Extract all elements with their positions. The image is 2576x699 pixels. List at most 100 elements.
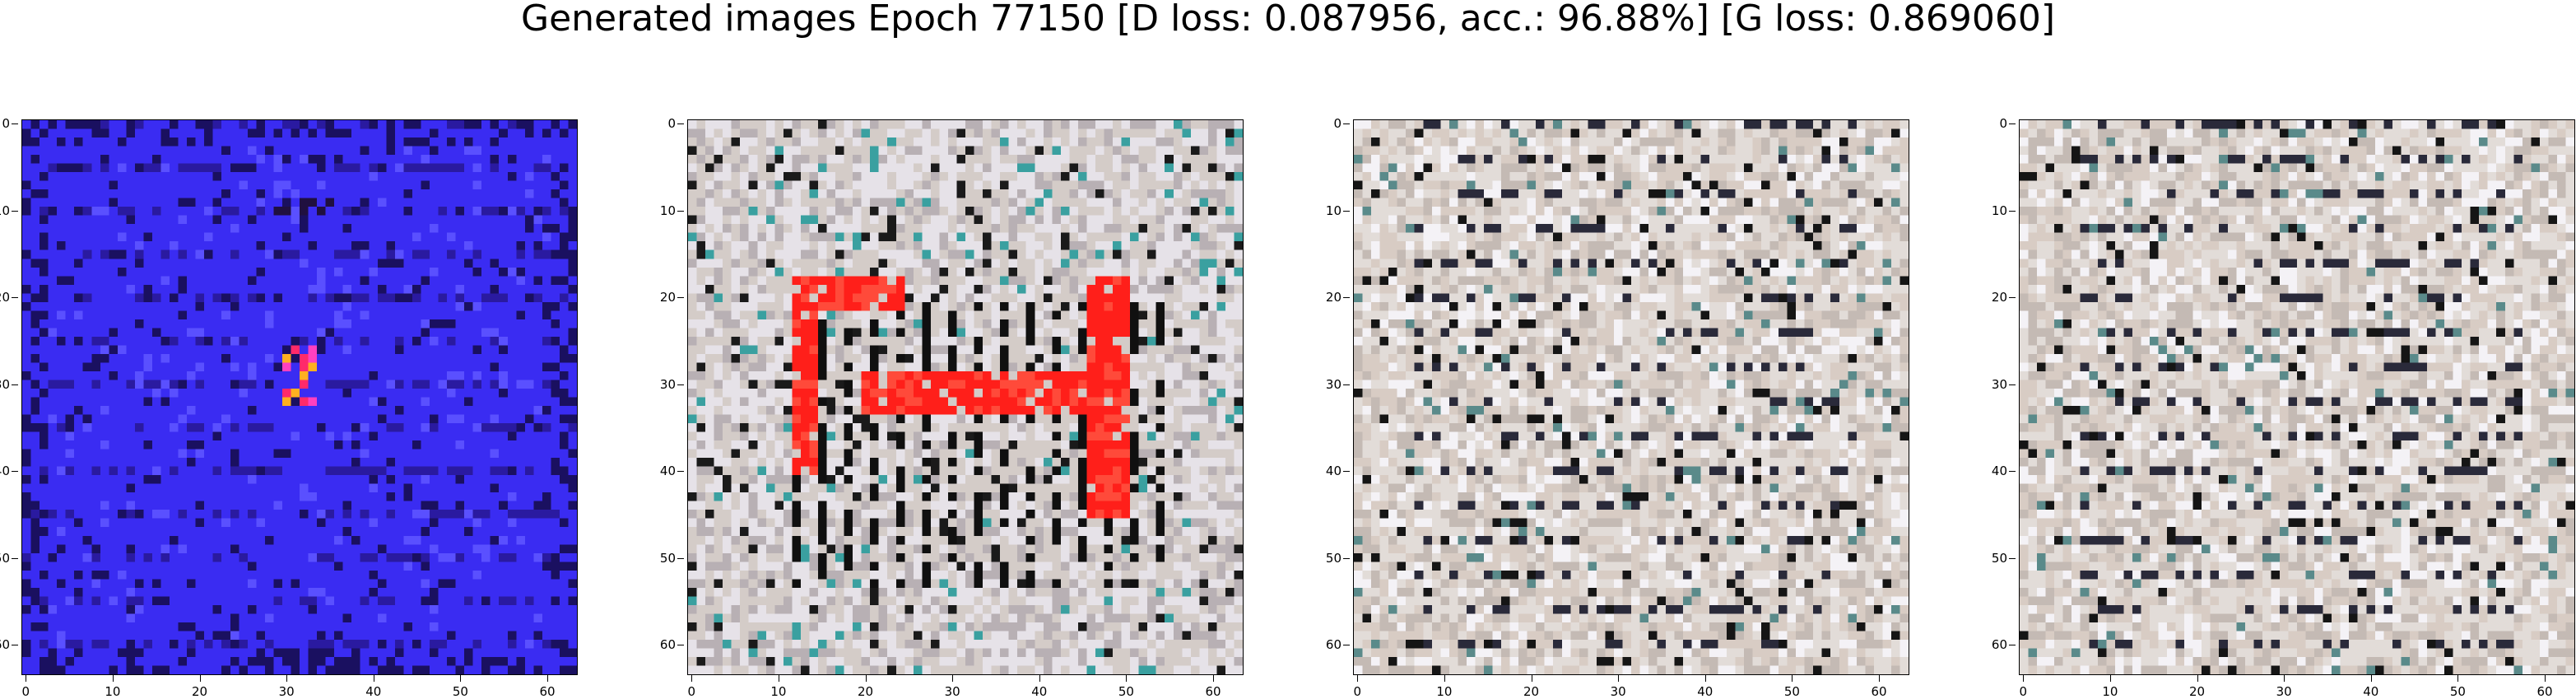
pixel-image: [2020, 120, 2574, 674]
x-tick-label: 10: [96, 686, 129, 698]
y-tick: [677, 211, 684, 212]
x-tick-label: 10: [2094, 686, 2127, 698]
y-tick-label: 20: [660, 291, 676, 304]
y-tick-label: 60: [1992, 639, 2007, 651]
x-tick: [2110, 675, 2111, 682]
x-tick: [691, 675, 692, 682]
y-tick: [12, 211, 18, 212]
x-tick-label: 40: [1023, 686, 1056, 698]
x-tick: [113, 675, 114, 682]
y-tick: [12, 558, 18, 559]
x-tick-label: 50: [1775, 686, 1808, 698]
x-tick-label: 20: [849, 686, 882, 698]
image-canvas: [2019, 119, 2575, 675]
y-tick: [677, 297, 684, 298]
y-tick: [2009, 297, 2016, 298]
y-tick-label: 30: [0, 379, 10, 391]
y-tick-label: 50: [0, 552, 10, 565]
y-tick-label: 40: [1326, 465, 1341, 478]
y-tick-label: 0: [1999, 118, 2007, 130]
x-tick-label: 60: [1862, 686, 1895, 698]
y-tick-label: 50: [1992, 552, 2007, 565]
pixel-image: [1354, 120, 1909, 674]
x-tick-label: 30: [270, 686, 303, 698]
x-tick: [2371, 675, 2372, 682]
y-tick-label: 40: [660, 465, 676, 478]
image-canvas: [21, 119, 578, 675]
x-tick: [2197, 675, 2198, 682]
x-tick-label: 60: [2528, 686, 2561, 698]
x-tick: [286, 675, 287, 682]
y-tick: [2009, 123, 2016, 124]
y-tick: [1343, 297, 1350, 298]
x-tick-label: 50: [2441, 686, 2474, 698]
y-tick-label: 30: [1326, 379, 1341, 391]
y-tick: [2009, 558, 2016, 559]
y-tick-label: 10: [1992, 205, 2007, 217]
y-tick: [1343, 123, 1350, 124]
x-tick: [460, 675, 461, 682]
image-canvas: [687, 119, 1244, 675]
y-tick: [2009, 384, 2016, 385]
y-tick-label: 10: [1326, 205, 1341, 217]
x-tick: [1792, 675, 1793, 682]
x-tick-label: 10: [762, 686, 795, 698]
y-tick-label: 60: [1326, 639, 1341, 651]
x-tick-label: 30: [936, 686, 969, 698]
y-tick: [2009, 211, 2016, 212]
y-tick-label: 20: [0, 291, 10, 304]
y-tick-label: 60: [0, 639, 10, 651]
x-tick-label: 40: [357, 686, 390, 698]
x-tick: [1357, 675, 1358, 682]
y-tick-label: 10: [0, 205, 10, 217]
x-tick: [2023, 675, 2024, 682]
x-tick: [1705, 675, 1706, 682]
x-tick-label: 60: [1197, 686, 1230, 698]
y-tick-label: 0: [2, 118, 10, 130]
y-tick-label: 50: [1326, 552, 1341, 565]
x-tick-label: 0: [1341, 686, 1374, 698]
x-tick-label: 40: [2355, 686, 2388, 698]
x-tick-label: 0: [675, 686, 708, 698]
y-tick-label: 50: [660, 552, 676, 565]
x-tick-label: 0: [2006, 686, 2039, 698]
y-tick: [12, 471, 18, 472]
x-tick-label: 20: [2181, 686, 2214, 698]
y-tick: [12, 384, 18, 385]
x-tick: [2284, 675, 2285, 682]
x-tick-label: 30: [1602, 686, 1634, 698]
pixel-image: [688, 120, 1243, 674]
y-tick: [677, 123, 684, 124]
y-tick: [677, 471, 684, 472]
x-tick-label: 10: [1428, 686, 1461, 698]
y-tick: [1343, 211, 1350, 212]
x-tick: [200, 675, 201, 682]
x-tick-label: 50: [1109, 686, 1142, 698]
pixel-image: [22, 120, 577, 674]
x-tick: [547, 675, 548, 682]
y-tick: [677, 558, 684, 559]
x-tick-label: 30: [2267, 686, 2300, 698]
x-tick: [2545, 675, 2546, 682]
y-tick-label: 40: [0, 465, 10, 478]
x-tick: [1444, 675, 1445, 682]
x-tick-label: 60: [531, 686, 564, 698]
x-tick: [866, 675, 867, 682]
y-tick-label: 20: [1992, 291, 2007, 304]
y-tick: [12, 297, 18, 298]
x-tick-label: 40: [1689, 686, 1722, 698]
y-tick: [1343, 384, 1350, 385]
y-tick: [1343, 471, 1350, 472]
y-tick-label: 30: [660, 379, 676, 391]
y-tick-label: 60: [660, 639, 676, 651]
x-tick: [1879, 675, 1880, 682]
x-tick-label: 20: [1515, 686, 1548, 698]
y-tick-label: 40: [1992, 465, 2007, 478]
y-tick: [1343, 558, 1350, 559]
y-tick-label: 20: [1326, 291, 1341, 304]
x-tick: [1618, 675, 1619, 682]
